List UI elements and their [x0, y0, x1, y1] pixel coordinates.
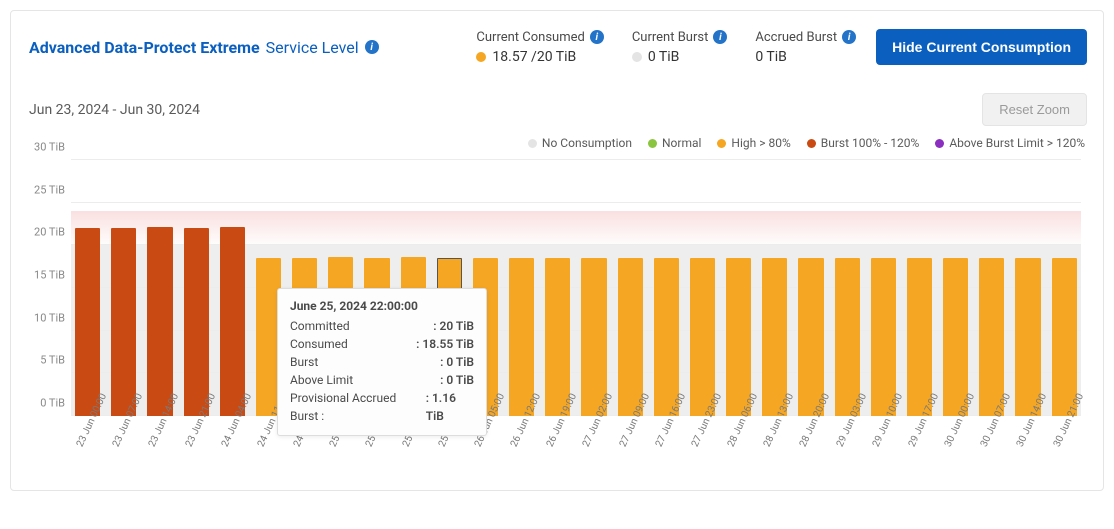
info-icon[interactable]: i	[713, 30, 727, 44]
reset-zoom-button[interactable]: Reset Zoom	[982, 93, 1087, 126]
bar[interactable]	[690, 258, 715, 416]
legend-item[interactable]: Normal	[648, 136, 701, 150]
bar[interactable]	[147, 227, 172, 416]
bar[interactable]	[184, 228, 209, 416]
y-tick: 25 TiB	[21, 183, 65, 196]
title-sub: Service Level	[266, 38, 359, 57]
legend-label: High > 80%	[731, 136, 790, 150]
info-icon[interactable]: i	[590, 30, 604, 44]
metric-value: 0 TiB	[648, 49, 680, 65]
title-main: Advanced Data-Protect Extreme	[29, 38, 260, 57]
bar[interactable]	[835, 258, 860, 416]
metric-label: Current Consumed	[476, 30, 584, 45]
panel-header: Advanced Data-Protect Extreme Service Le…	[11, 11, 1103, 83]
chart-tooltip: June 25, 2024 22:00:00 Committed: 20 TiB…	[277, 288, 487, 436]
bar[interactable]	[220, 227, 245, 416]
y-tick: 0 TiB	[21, 397, 65, 410]
metric-current-burst: Current Burst i 0 TiB	[632, 30, 728, 65]
tooltip-row: Above Limit: 0 TiB	[290, 371, 474, 389]
bar[interactable]	[907, 258, 932, 416]
metric-value: 0 TiB	[755, 49, 787, 65]
metrics: Current Consumed i 18.57 /20 TiB Current…	[476, 30, 856, 65]
info-icon[interactable]: i	[842, 30, 856, 44]
bar[interactable]	[726, 258, 751, 416]
legend-dot-icon	[528, 139, 537, 148]
legend-dot-icon	[807, 139, 816, 148]
subheader: Jun 23, 2024 - Jun 30, 2024 Reset Zoom	[11, 83, 1103, 130]
bar[interactable]	[654, 258, 679, 416]
legend-label: No Consumption	[542, 136, 632, 150]
legend-label: Above Burst Limit > 120%	[949, 136, 1085, 150]
bar[interactable]	[509, 258, 534, 416]
metric-current-consumed: Current Consumed i 18.57 /20 TiB	[476, 30, 603, 65]
title-block: Advanced Data-Protect Extreme Service Le…	[29, 38, 456, 57]
consumption-panel: Advanced Data-Protect Extreme Service Le…	[10, 10, 1104, 491]
tooltip-row: Burst: 0 TiB	[290, 353, 474, 371]
metric-accrued-burst: Accrued Burst i 0 TiB	[755, 30, 856, 65]
legend-item[interactable]: High > 80%	[717, 136, 790, 150]
dot-icon	[476, 52, 486, 62]
metric-label: Accrued Burst	[755, 30, 837, 45]
legend-label: Normal	[662, 136, 701, 150]
chart-area: 0 TiB5 TiB10 TiB15 TiB20 TiB25 TiB30 TiB…	[11, 156, 1103, 490]
tooltip-row: Provisional Accrued Burst :: 1.16 TiB	[290, 389, 474, 425]
bar[interactable]	[798, 258, 823, 416]
date-range: Jun 23, 2024 - Jun 30, 2024	[29, 102, 200, 118]
bar[interactable]	[1052, 258, 1077, 416]
bar[interactable]	[979, 258, 1004, 416]
chart-legend: No Consumption Normal High > 80% Burst 100%…	[11, 130, 1103, 156]
metric-label: Current Burst	[632, 30, 709, 45]
bar[interactable]	[75, 228, 100, 416]
bar[interactable]	[581, 258, 606, 416]
tooltip-row: Committed: 20 TiB	[290, 317, 474, 335]
y-tick: 20 TiB	[21, 226, 65, 239]
metric-value: 18.57 /20 TiB	[492, 49, 576, 65]
tooltip-row: Consumed: 18.55 TiB	[290, 335, 474, 353]
legend-dot-icon	[717, 139, 726, 148]
legend-dot-icon	[648, 139, 657, 148]
tooltip-title: June 25, 2024 22:00:00	[290, 299, 474, 313]
hide-consumption-button[interactable]: Hide Current Consumption	[876, 29, 1087, 65]
bars	[71, 160, 1081, 416]
bar[interactable]	[762, 258, 787, 416]
legend-label: Burst 100% - 120%	[821, 136, 920, 150]
info-icon[interactable]: i	[365, 40, 379, 54]
legend-item[interactable]: No Consumption	[528, 136, 632, 150]
dot-icon	[632, 52, 642, 62]
y-tick: 5 TiB	[21, 354, 65, 367]
y-tick: 10 TiB	[21, 311, 65, 324]
y-axis: 0 TiB5 TiB10 TiB15 TiB20 TiB25 TiB30 TiB	[21, 160, 71, 416]
x-axis: 23 Jun 00:0023 Jun 07:0023 Jun 14:0023 J…	[71, 420, 1081, 480]
bar[interactable]	[545, 258, 570, 416]
y-tick: 15 TiB	[21, 269, 65, 282]
bar[interactable]	[943, 258, 968, 416]
plot-area: June 25, 2024 22:00:00 Committed: 20 TiB…	[71, 160, 1081, 416]
legend-item[interactable]: Burst 100% - 120%	[807, 136, 920, 150]
bar[interactable]	[1015, 258, 1040, 416]
bar[interactable]	[871, 258, 896, 416]
bar[interactable]	[111, 228, 136, 416]
legend-dot-icon	[935, 139, 944, 148]
y-tick: 30 TiB	[21, 141, 65, 154]
chart[interactable]: 0 TiB5 TiB10 TiB15 TiB20 TiB25 TiB30 TiB…	[21, 160, 1081, 480]
legend-item[interactable]: Above Burst Limit > 120%	[935, 136, 1085, 150]
bar[interactable]	[618, 258, 643, 416]
